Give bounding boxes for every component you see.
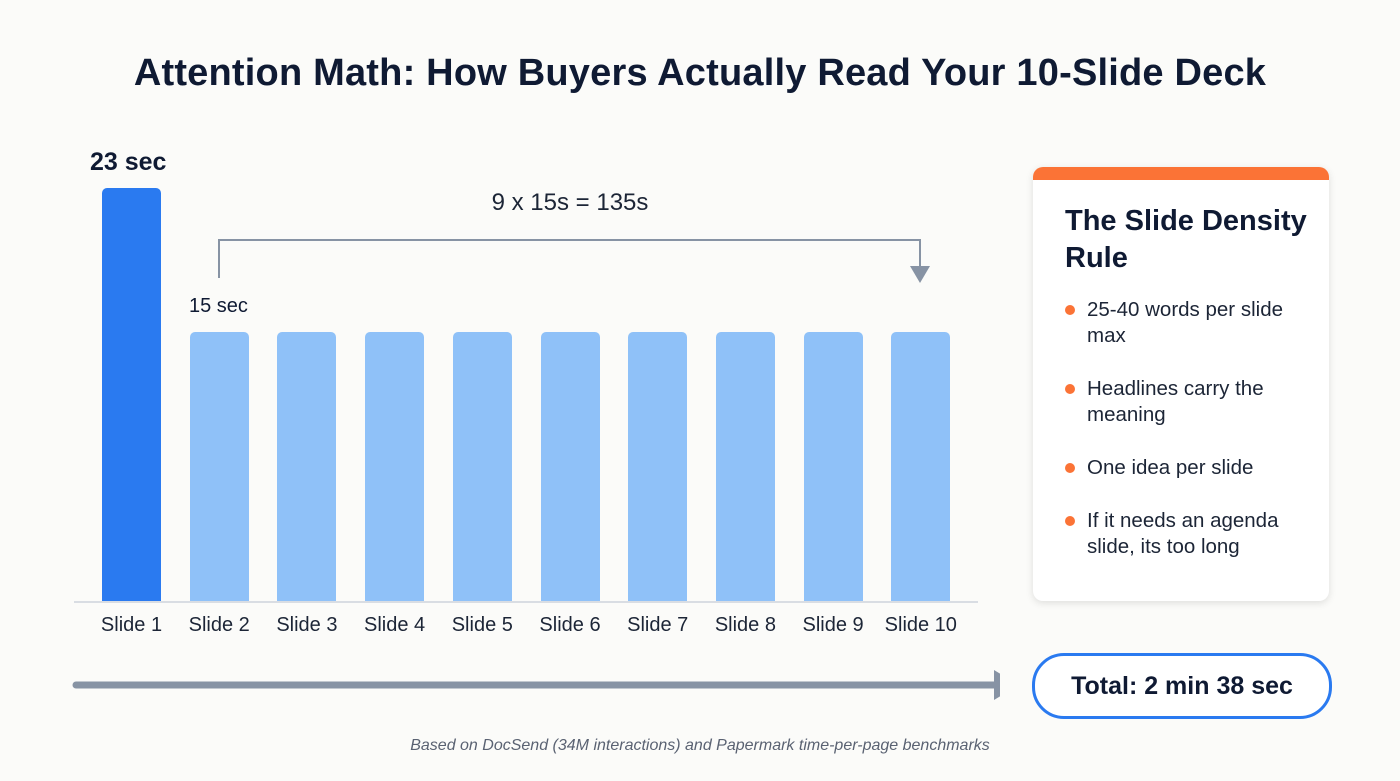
page-title: Attention Math: How Buyers Actually Read… [133, 52, 1267, 94]
bar-6 [540, 331, 600, 601]
x-tick-label: Slide 9 [802, 614, 864, 636]
list-item: Headlines carry the meaning [1063, 376, 1323, 428]
list-item: 25-40 words per slide max [1063, 297, 1323, 349]
x-tick-label: Slide 8 [714, 614, 776, 636]
card-title: The Slide Density Rule [1065, 205, 1307, 274]
x-tick-label: Slide 1 [100, 614, 163, 636]
card-list: 25-40 words per slide max Headlines carr… [1063, 297, 1323, 587]
bar-1 [102, 188, 161, 601]
bracket-label: 9 x 15s = 135s [491, 189, 649, 216]
bullet-dot-icon [1065, 516, 1075, 526]
bar-2 [189, 331, 249, 601]
bar-7 [628, 331, 688, 601]
bar-9 [803, 331, 863, 601]
x-tick-label: Slide 5 [451, 614, 513, 636]
x-tick-label: Slide 3 [276, 614, 338, 636]
total-time-badge: Total: 2 min 38 sec [1032, 653, 1332, 719]
bar-5 [452, 331, 512, 601]
x-axis-baseline [74, 601, 978, 603]
bullet-dot-icon [1065, 305, 1075, 315]
x-tick-label: Slide 2 [188, 614, 250, 636]
density-rule-card: The Slide Density Rule 25-40 words per s… [1033, 167, 1329, 601]
card-accent-bar [1033, 167, 1329, 180]
x-tick-label: Slide 6 [539, 614, 601, 636]
bracket-arrow-icon [72, 239, 1000, 700]
other-bars-value-label: 15 sec [189, 295, 248, 317]
list-item: One idea per slide [1063, 455, 1323, 481]
bar-10 [891, 331, 951, 601]
x-tick-label: Slide 7 [627, 614, 689, 636]
bar-chart: 23 sec 15 sec 9 x 15s = 135s Slide 1 Slid… [72, 148, 1000, 700]
first-bar-value-label: 23 sec [90, 148, 167, 176]
source-footnote: Based on DocSend (34M interactions) and … [410, 737, 990, 754]
bullet-dot-icon [1065, 384, 1075, 394]
list-item: If it needs an agenda slide, its too lon… [1063, 508, 1323, 560]
bar-3 [277, 331, 337, 601]
bullet-dot-icon [1065, 463, 1075, 473]
bar-8 [715, 331, 775, 601]
bar-4 [365, 331, 425, 601]
x-tick-label: Slide 10 [884, 614, 957, 636]
x-tick-label: Slide 4 [364, 614, 426, 636]
